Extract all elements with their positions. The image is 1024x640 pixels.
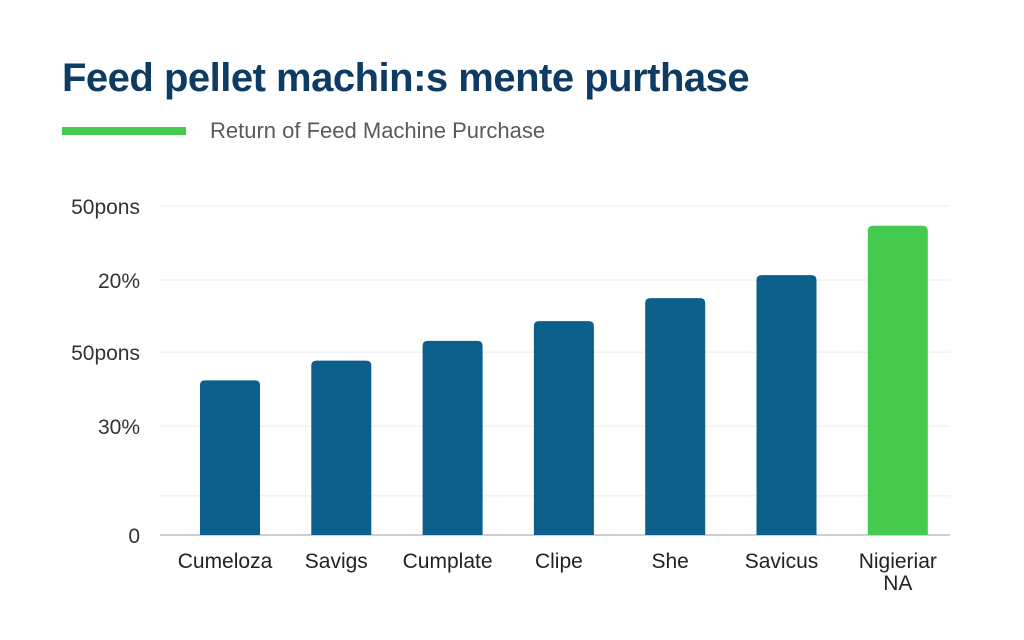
x-tick-label: Savigs [305,550,368,573]
x-tick-label: Savicus [745,550,819,573]
legend-swatch [62,127,186,135]
x-tick-label: Clipe [535,550,583,573]
legend: Return of Feed Machine Purchase [62,118,545,144]
x-tick-label: Cumplate [403,550,493,573]
y-tick-label: 50pons [71,196,140,219]
x-tick-label: She [652,550,689,573]
bar [311,360,372,535]
chart-title: Feed pellet machin:s mente purthase [62,56,750,100]
bar [756,275,817,535]
y-tick-label: 30% [98,416,140,439]
bar [867,225,928,536]
legend-label: Return of Feed Machine Purchase [210,118,546,143]
y-tick-label: 20% [98,270,140,293]
bar [200,380,260,535]
x-tick-label: NA [883,572,912,595]
bar [422,340,483,535]
x-tick-label: Cumeloza [178,550,273,573]
y-tick-label: 50pons [71,342,140,365]
x-tick-label: Nigieriar [859,550,937,573]
bar [533,321,594,535]
bar [645,298,706,535]
y-tick-label: 0 [128,525,140,548]
